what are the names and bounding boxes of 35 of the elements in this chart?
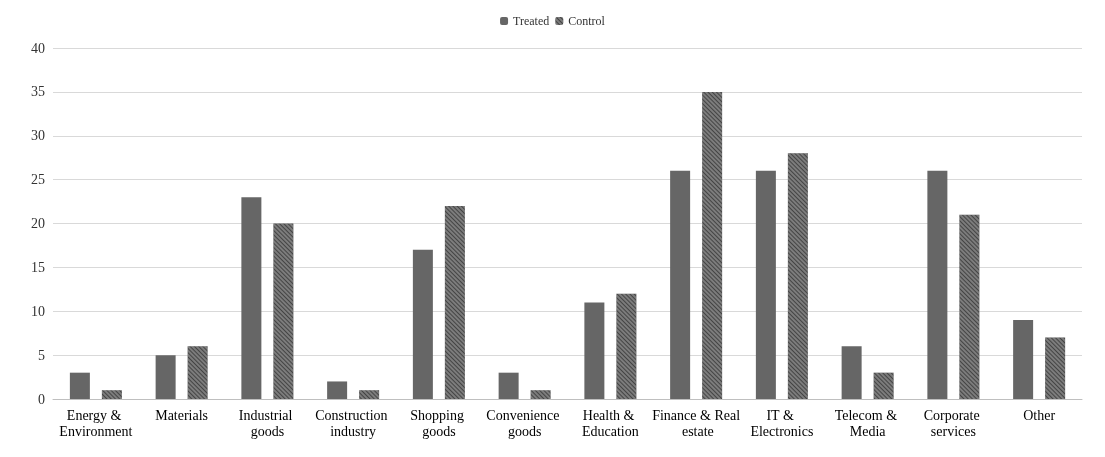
y-tick-label: 10 [31,303,45,319]
legend-label: Control [568,14,606,28]
x-tick-label: Construction industry [315,407,392,439]
y-tick-label: 5 [38,347,45,363]
bar [584,302,605,399]
x-tick-label: IT & Electronics [750,407,814,439]
bar [841,346,862,399]
bar [69,372,90,399]
bar [498,372,519,399]
y-tick-label: 25 [31,172,45,188]
x-tick-label: Energy & Environment [59,407,133,439]
x-tick-label: Industrial goods [238,407,296,439]
x-tick-label: Health & Education [581,407,639,439]
bar [327,381,348,399]
x-tick-label: Shopping goods [410,407,468,439]
y-tick-label: 30 [31,128,45,144]
y-tick-label: 35 [31,84,45,100]
bar [927,170,948,399]
bar [412,249,433,399]
y-tick-label: 20 [31,216,45,231]
legend-label: Treated [513,14,550,28]
bar [670,170,691,399]
x-tick-label: Corporate services [923,407,984,439]
x-tick-label: Materials [155,407,209,423]
x-tick-label: Other [1023,407,1056,423]
y-tick-label: 40 [31,40,45,56]
x-tick-label: Finance & Real estate [652,407,741,439]
bar [755,170,776,399]
y-tick-label: 0 [38,391,45,407]
bar [241,197,262,399]
bar [1013,320,1034,399]
x-tick-label: Convenience goods [486,407,563,439]
x-tick-label: Telecom & Media [834,407,901,439]
y-tick-label: 15 [31,259,45,275]
bar [155,355,176,399]
